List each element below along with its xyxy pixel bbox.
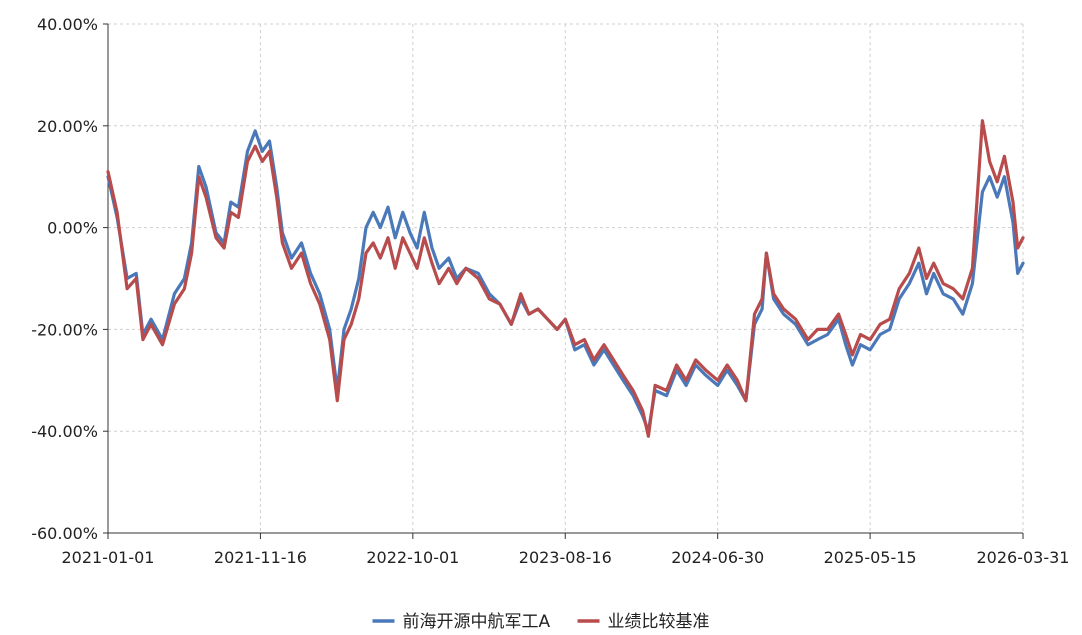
legend-item-1: 前海开源中航军工A — [372, 612, 551, 632]
y-tick-label: 20.00% — [37, 117, 98, 136]
y-tick-label: -20.00% — [31, 320, 98, 339]
legend-label: 前海开源中航军工A — [403, 612, 551, 632]
series-lines — [106, 119, 1025, 438]
grid — [108, 23, 1024, 533]
y-tick-label: 40.00% — [37, 15, 98, 34]
legend-item-2: 业绩比较基准 — [577, 612, 710, 632]
x-tick-label: 2023-08-16 — [519, 548, 612, 567]
y-tick-label: 0.00% — [47, 219, 98, 238]
x-tick-label: 2021-01-01 — [62, 548, 155, 567]
x-tick-label: 2024-06-30 — [671, 548, 764, 567]
x-tick-label: 2026-03-31 — [977, 548, 1070, 567]
x-tick-label: 2025-05-15 — [824, 548, 917, 567]
series-line-2 — [106, 119, 1025, 438]
x-tick-label: 2021-11-16 — [214, 548, 307, 567]
y-tick-label: -60.00% — [31, 524, 98, 543]
y-tick-label: -40.00% — [31, 422, 98, 441]
legend-label: 业绩比较基准 — [608, 612, 710, 632]
axes: 40.00% 20.00% 0.00% -20.00% -40.00% -60.00% 20… — [31, 15, 1069, 567]
x-tick-label: 2022-10-01 — [366, 548, 459, 567]
legend: 前海开源中航军工A 业绩比较基准 — [372, 612, 710, 632]
